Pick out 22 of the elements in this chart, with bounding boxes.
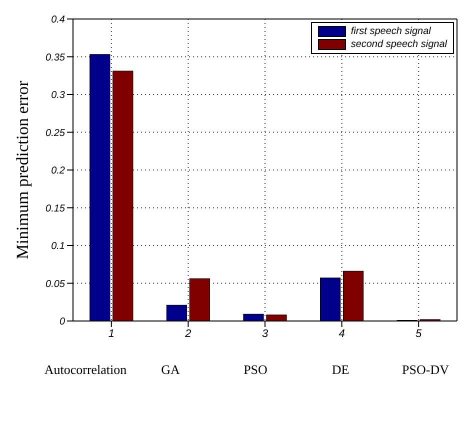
text: GA [160,362,181,378]
text: Autocorrelation [43,362,128,378]
y-axis-title: Minimum prediction error [13,80,32,260]
y-tick-label: 0 [59,316,66,328]
x-tick-label: 5 [416,328,423,340]
y-tick-label: 0.3 [51,90,66,102]
text: PSO-DV [401,362,450,378]
y-tick-label: 0.1 [51,241,65,252]
y-tick-label: 0.35 [46,52,66,64]
x-tick-label: 4 [338,328,345,340]
y-tick-label: 0.15 [46,203,66,214]
y-tick-label: 0.25 [46,128,66,139]
x-tick-label: 1 [108,328,114,340]
y-tick-label: 0.2 [51,166,66,177]
x-tick-label: 3 [262,328,269,340]
legend-label: first speech signal [350,25,431,38]
y-tick-label: 0.4 [51,14,66,26]
text: PSO [242,362,268,378]
text: DE [330,362,350,378]
y-tick-label: 0.05 [46,278,66,290]
x-tick-label: 2 [184,328,192,340]
legend-label: second speech signal [350,38,447,51]
